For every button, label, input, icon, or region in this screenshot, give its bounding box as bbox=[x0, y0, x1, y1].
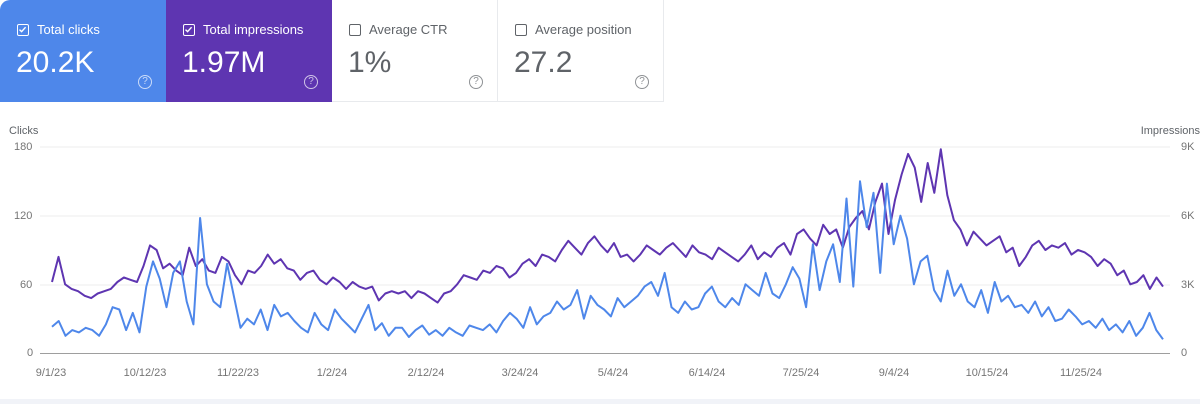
right-tick: 0 bbox=[1181, 347, 1188, 359]
left-tick: 60 bbox=[20, 279, 33, 291]
checkbox-unchecked-icon[interactable] bbox=[515, 23, 527, 36]
x-tick: 10/12/23 bbox=[123, 367, 167, 379]
x-tick: 1/2/24 bbox=[316, 367, 348, 379]
left-tick: 120 bbox=[14, 210, 33, 222]
checkbox-checked-icon[interactable] bbox=[183, 23, 195, 36]
help-icon[interactable]: ? bbox=[138, 75, 152, 89]
panel-bottom-edge bbox=[0, 399, 1200, 404]
metric-value: 1% bbox=[348, 46, 392, 79]
left-axis-title: Clicks bbox=[9, 125, 39, 137]
x-tick: 6/14/24 bbox=[688, 367, 726, 379]
left-tick: 180 bbox=[14, 141, 33, 153]
metric-card-total-impressions[interactable]: Total impressions 1.97M ? bbox=[166, 0, 332, 102]
x-tick: 9/1/23 bbox=[35, 367, 67, 379]
x-tick: 3/24/24 bbox=[501, 367, 539, 379]
metric-value: 1.97M bbox=[182, 46, 266, 79]
metric-card-average-ctr[interactable]: Average CTR 1% ? bbox=[332, 0, 498, 102]
metric-card-total-clicks[interactable]: Total clicks 20.2K ? bbox=[0, 0, 166, 102]
metric-label: Total clicks bbox=[37, 22, 100, 37]
help-icon[interactable]: ? bbox=[469, 75, 483, 89]
metric-label: Total impressions bbox=[203, 22, 304, 37]
checkbox-unchecked-icon[interactable] bbox=[349, 23, 361, 36]
x-tick: 9/4/24 bbox=[878, 367, 910, 379]
x-tick: 7/25/24 bbox=[782, 367, 820, 379]
metric-card-average-position[interactable]: Average position 27.2 ? bbox=[498, 0, 664, 102]
right-tick: 3K bbox=[1181, 279, 1195, 291]
checkbox-checked-icon[interactable] bbox=[17, 23, 29, 36]
right-tick: 6K bbox=[1181, 210, 1195, 222]
impressions-line bbox=[51, 148, 1164, 304]
x-tick: 11/25/24 bbox=[1059, 367, 1103, 379]
x-tick: 5/4/24 bbox=[597, 367, 629, 379]
left-tick: 0 bbox=[27, 347, 34, 359]
metric-label: Average position bbox=[535, 22, 632, 37]
metric-cards: Total clicks 20.2K ? Total impressions 1… bbox=[0, 0, 664, 102]
x-tick: 11/22/23 bbox=[216, 367, 260, 379]
gridlines bbox=[40, 146, 1170, 354]
metric-value: 20.2K bbox=[16, 46, 95, 79]
clicks-line bbox=[51, 180, 1164, 340]
x-tick: 2/12/24 bbox=[407, 367, 445, 379]
x-tick: 10/15/24 bbox=[965, 367, 1009, 379]
metric-label: Average CTR bbox=[369, 22, 448, 37]
right-tick: 9K bbox=[1181, 141, 1195, 153]
metric-value: 27.2 bbox=[514, 46, 573, 79]
help-icon[interactable]: ? bbox=[635, 75, 649, 89]
help-icon[interactable]: ? bbox=[304, 75, 318, 89]
right-axis-title: Impressions bbox=[1140, 125, 1200, 137]
